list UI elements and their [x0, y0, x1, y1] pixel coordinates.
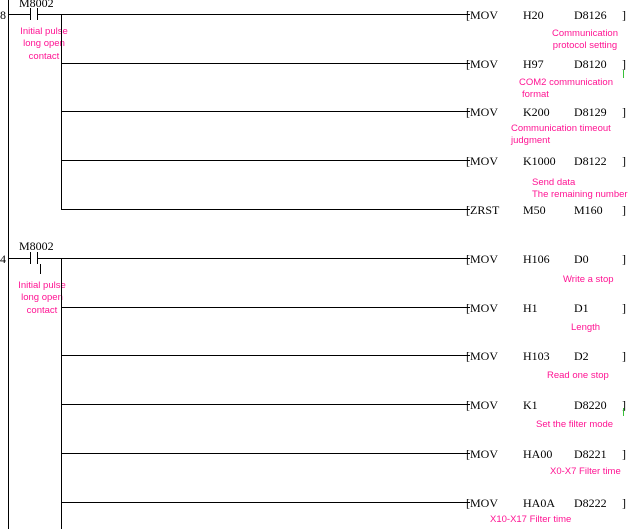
instruction-end: ] [622, 154, 626, 168]
branch-wire [61, 209, 470, 210]
contact-comment: Initial pulse long open contact [18, 280, 66, 316]
rung-wire [8, 258, 30, 259]
contact-label: M8002 [19, 239, 54, 253]
source-operand: H106 [523, 252, 550, 266]
step-number: 8 [0, 8, 6, 22]
instruction-op: [MOV [466, 301, 498, 315]
branch-wire [61, 63, 470, 64]
instruction-end: ] [622, 252, 626, 266]
instruction-op: [MOV [466, 496, 498, 510]
source-operand: K200 [523, 105, 550, 119]
rung-wire [8, 14, 30, 15]
instruction-end: ] [622, 349, 626, 363]
branch-wire [61, 160, 470, 161]
device-comment: Write a stop [563, 274, 614, 285]
instruction-op: [MOV [466, 398, 498, 412]
device-comment: Length [571, 322, 601, 333]
destination-operand: D8222 [574, 496, 607, 510]
instruction-op: [MOV [466, 154, 498, 168]
instruction-end: ] [622, 57, 626, 71]
instruction-end: ] [622, 398, 626, 412]
source-operand: H1 [523, 301, 538, 315]
device-comment: Communication timeout judgment [511, 123, 611, 147]
destination-operand: D8120 [574, 57, 607, 71]
contact-comment: Initial pulse long open contact [20, 26, 68, 62]
source-operand: H103 [523, 349, 550, 363]
branch-wire [61, 111, 470, 112]
source-operand: HA0A [523, 496, 555, 510]
instruction-op: [ZRST [466, 203, 500, 217]
rung-wire [37, 258, 470, 259]
instruction-end: ] [622, 447, 626, 461]
branch-wire [61, 258, 62, 529]
contact-label: M8002 [19, 0, 54, 10]
branch-wire [61, 502, 470, 503]
source-operand: K1000 [523, 154, 556, 168]
source-operand: H97 [523, 57, 544, 71]
source-operand: HA00 [523, 447, 553, 461]
left-power-rail [8, 0, 9, 529]
marker-tick [623, 408, 624, 416]
cursor-marker [40, 264, 41, 274]
source-operand: M50 [523, 203, 546, 217]
device-comment: COM2 communication format [519, 77, 613, 101]
marker-tick [623, 70, 624, 78]
branch-wire [61, 453, 470, 454]
instruction-op: [MOV [466, 252, 498, 266]
source-operand: H20 [523, 8, 544, 22]
destination-operand: D8129 [574, 105, 607, 119]
destination-operand: D8221 [574, 447, 607, 461]
rung-wire [37, 14, 470, 15]
branch-wire [61, 404, 470, 405]
destination-operand: D8126 [574, 8, 607, 22]
instruction-end: ] [622, 8, 626, 22]
source-operand: K1 [523, 398, 538, 412]
instruction-end: ] [622, 105, 626, 119]
instruction-op: [MOV [466, 8, 498, 22]
device-comment: Send data The remaining number [532, 177, 628, 201]
instruction-end: ] [622, 301, 626, 315]
destination-operand: D2 [574, 349, 589, 363]
instruction-op: [MOV [466, 349, 498, 363]
instruction-end: ] [622, 203, 626, 217]
device-comment: X10-X17 Filter time [490, 514, 572, 525]
step-number: 4 [0, 252, 6, 266]
destination-operand: D8122 [574, 154, 607, 168]
instruction-op: [MOV [466, 57, 498, 71]
device-comment: Communication protocol setting [552, 28, 618, 52]
branch-wire [61, 307, 470, 308]
device-comment: Set the filter mode [536, 419, 614, 430]
destination-operand: D8220 [574, 398, 607, 412]
device-comment: X0-X7 Filter time [550, 466, 621, 477]
device-comment: Read one stop [547, 370, 609, 381]
instruction-op: [MOV [466, 105, 498, 119]
instruction-end: ] [622, 496, 626, 510]
destination-operand: M160 [574, 203, 603, 217]
destination-operand: D1 [574, 301, 589, 315]
destination-operand: D0 [574, 252, 589, 266]
branch-wire [61, 355, 470, 356]
instruction-op: [MOV [466, 447, 498, 461]
